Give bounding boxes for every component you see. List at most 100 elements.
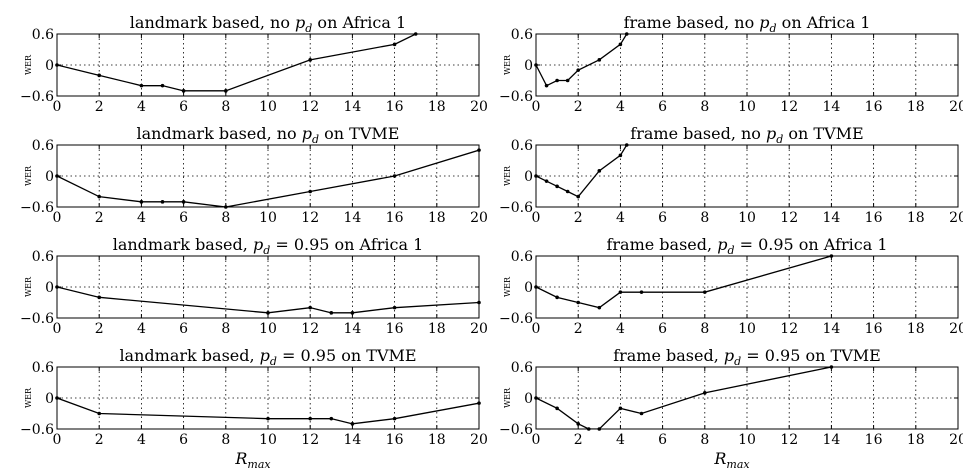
x-tick-label: 14 [822, 99, 840, 115]
y-axis-label: WER [24, 276, 33, 297]
series-line [57, 286, 479, 314]
x-tick-label: 4 [137, 210, 146, 226]
x-tick-label: 10 [738, 210, 756, 226]
data-point [829, 365, 834, 369]
data-point [576, 194, 580, 199]
x-tick-label: 14 [822, 432, 840, 448]
x-tick-label: 0 [532, 432, 541, 448]
x-tick-label: 2 [95, 321, 104, 337]
x-tick-label: 20 [470, 99, 488, 115]
y-tick-label: 0.6 [32, 360, 54, 376]
y-axis-label: WER [24, 165, 33, 186]
data-point [597, 169, 602, 173]
x-tick-label: 10 [259, 321, 277, 337]
x-tick-label: 20 [470, 210, 488, 226]
series-line [536, 145, 628, 198]
data-point [618, 42, 623, 47]
data-point [55, 63, 59, 67]
x-tick-label: 10 [259, 432, 277, 448]
x-tick-label: 8 [221, 99, 230, 115]
data-point [392, 42, 397, 47]
x-tick-label: 18 [428, 432, 446, 448]
y-axis-label: WER [24, 54, 33, 75]
data-point [97, 194, 101, 199]
series-line [536, 34, 628, 87]
data-point [139, 200, 144, 204]
x-tick-label: 6 [658, 99, 667, 115]
x-tick-label: 12 [780, 432, 798, 448]
x-tick-label: 16 [386, 432, 404, 448]
y-tick-label: −0.6 [499, 89, 533, 105]
x-tick-label: 16 [865, 99, 883, 115]
x-tick-label: 20 [949, 321, 963, 337]
chart-title: frame based, pd = 0.95 on TVME [613, 346, 881, 368]
data-point [618, 290, 623, 294]
x-tick-label: 2 [574, 210, 583, 226]
x-tick-label: 12 [301, 432, 319, 448]
x-tick-label: 12 [780, 210, 798, 226]
data-point [55, 285, 59, 289]
data-point [181, 200, 186, 204]
x-tick-label: 2 [574, 99, 583, 115]
y-tick-label: 0.6 [32, 27, 54, 43]
x-tick-label: 20 [949, 432, 963, 448]
data-point [55, 396, 59, 400]
series-line [536, 256, 832, 309]
x-tick-label: 8 [700, 210, 709, 226]
x-tick-label: 0 [53, 99, 62, 115]
data-point [565, 78, 570, 83]
data-point [555, 406, 559, 411]
x-tick-label: 6 [658, 321, 667, 337]
chart-title: frame based, pd = 0.95 on Africa 1 [606, 235, 887, 257]
data-point [224, 205, 228, 209]
data-point [555, 295, 559, 300]
data-point [308, 416, 313, 421]
x-tick-label: 12 [780, 99, 798, 115]
y-tick-label: 0.6 [511, 360, 533, 376]
data-point [534, 396, 538, 400]
data-point [392, 416, 397, 421]
x-tick-label: 2 [95, 210, 104, 226]
x-tick-label: 20 [949, 210, 963, 226]
y-tick-label: 0 [524, 280, 533, 296]
x-tick-label: 0 [532, 99, 541, 115]
x-tick-label: 18 [428, 99, 446, 115]
x-tick-label: 10 [738, 321, 756, 337]
y-tick-label: −0.6 [20, 200, 54, 216]
data-point [181, 89, 186, 93]
x-tick-label: 4 [137, 99, 146, 115]
data-point [139, 83, 144, 88]
data-point [477, 300, 481, 305]
data-point [576, 300, 580, 305]
data-point [97, 73, 101, 78]
data-point [160, 200, 165, 204]
x-tick-label: 18 [907, 432, 925, 448]
x-tick-label: 14 [343, 432, 361, 448]
data-point [350, 422, 355, 426]
data-point [392, 174, 397, 178]
data-point [555, 184, 559, 189]
y-axis-label: WER [503, 387, 512, 408]
x-tick-label: 4 [616, 99, 625, 115]
data-point [266, 416, 270, 421]
chart-title: landmark based, pd = 0.95 on Africa 1 [113, 235, 424, 257]
y-axis-label: WER [503, 54, 512, 75]
y-tick-label: 0.6 [32, 249, 54, 265]
x-tick-label: 12 [301, 99, 319, 115]
x-tick-label: 0 [532, 210, 541, 226]
y-tick-label: −0.6 [499, 422, 533, 438]
x-tick-label: 10 [738, 99, 756, 115]
x-tick-label: 10 [259, 210, 277, 226]
series-line [536, 367, 832, 429]
y-tick-label: 0.6 [32, 138, 54, 154]
data-point [565, 189, 570, 194]
x-tick-label: 18 [428, 210, 446, 226]
data-point [534, 285, 538, 289]
x-tick-label: 8 [700, 99, 709, 115]
data-point [534, 63, 538, 67]
x-tick-label: 6 [658, 432, 667, 448]
x-axis-label: Rmax [234, 449, 271, 470]
